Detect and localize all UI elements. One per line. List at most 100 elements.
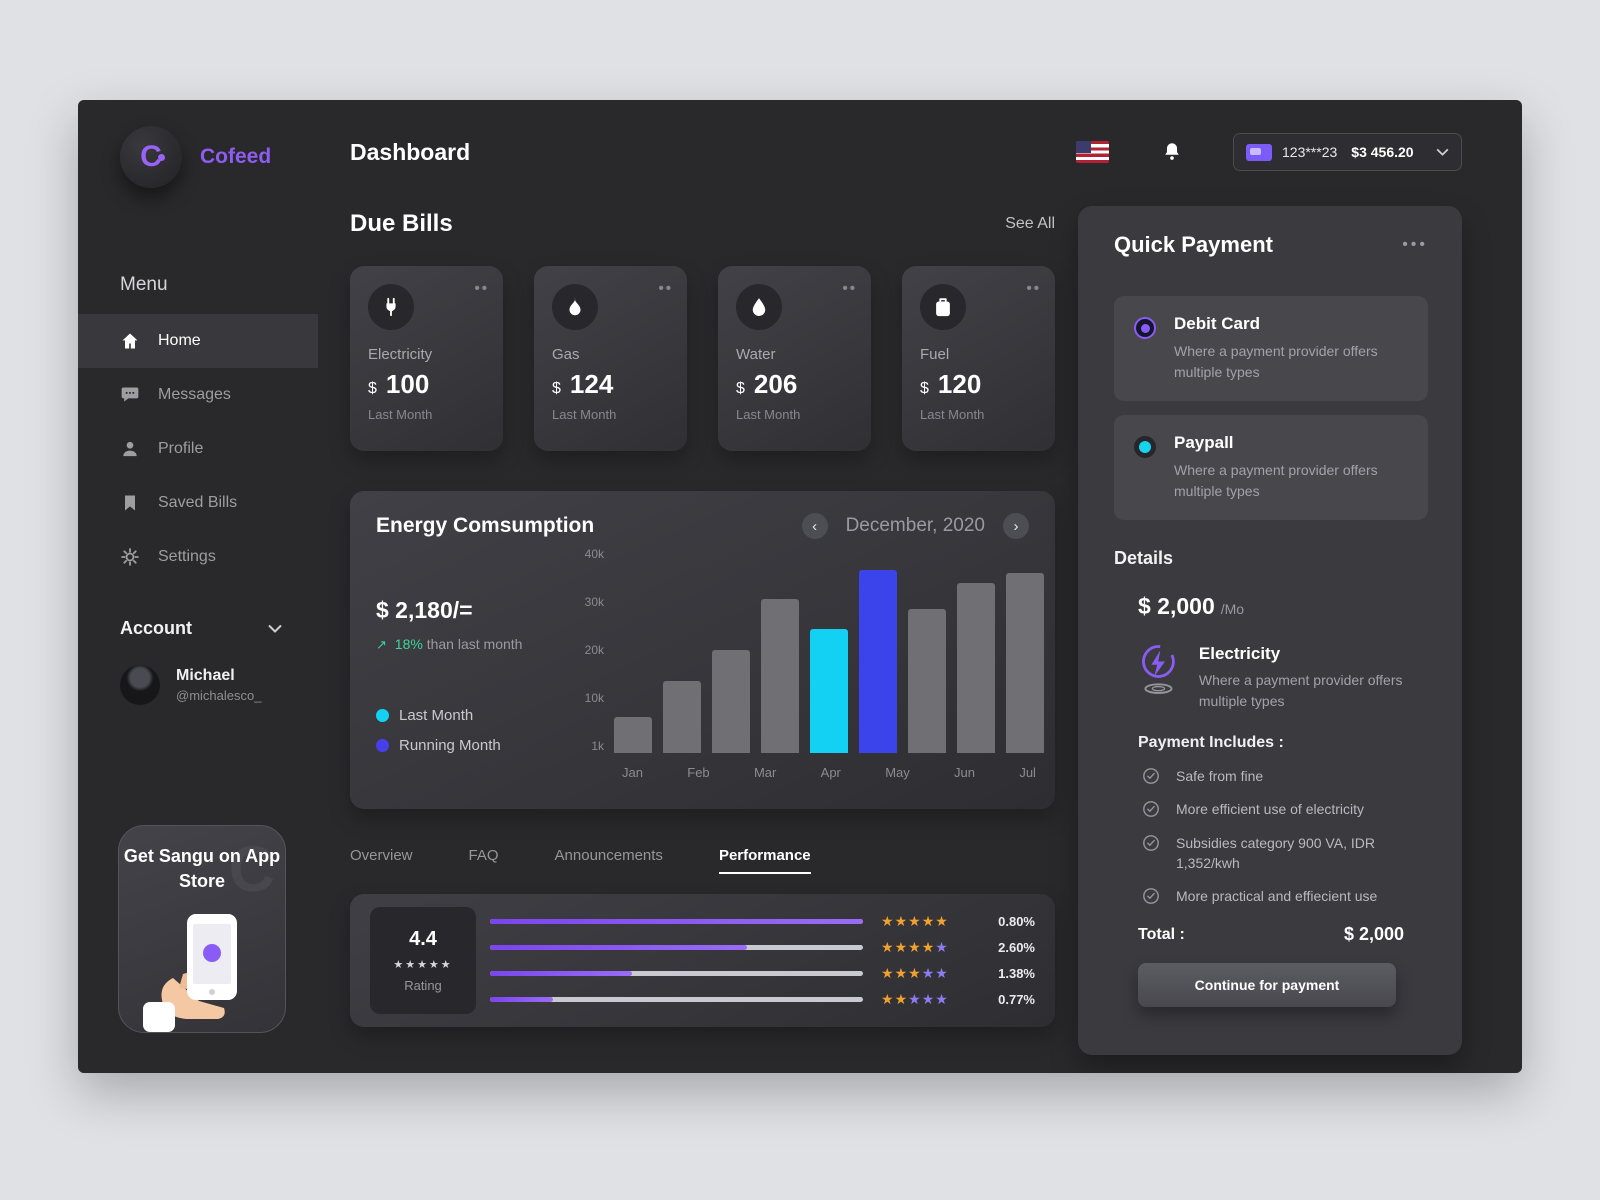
chart-bar bbox=[614, 716, 652, 753]
includes-item: Safe from fine bbox=[1142, 766, 1428, 786]
continue-payment-button[interactable]: Continue for payment bbox=[1138, 963, 1396, 1008]
bill-card-fuel[interactable]: •• Fuel $ 120 Last Month bbox=[902, 266, 1055, 451]
chat-icon bbox=[121, 387, 139, 402]
payment-option-debit-card[interactable]: Debit Card Where a payment provider offe… bbox=[1114, 296, 1428, 401]
bell-icon[interactable] bbox=[1161, 140, 1183, 164]
sidebar-item-profile[interactable]: Profile bbox=[78, 422, 318, 476]
card-number: 123***23 bbox=[1282, 144, 1338, 160]
tab-faq[interactable]: FAQ bbox=[468, 847, 499, 864]
chart-y-axis: 40k 30k 20k 10k 1k bbox=[568, 547, 610, 753]
due-bills-title: Due Bills bbox=[350, 210, 453, 237]
brand-logo[interactable]: C Cofeed bbox=[120, 126, 318, 188]
progress-fill bbox=[490, 997, 554, 1002]
app-store-promo-card[interactable]: C Get Sangu on App Store bbox=[118, 825, 286, 1033]
credit-card-icon bbox=[1246, 143, 1272, 161]
radio-icon[interactable] bbox=[1134, 436, 1156, 458]
sidebar-item-messages[interactable]: Messages bbox=[78, 368, 318, 422]
service-name: Electricity bbox=[1198, 644, 1281, 663]
due-bills-header: Due Bills See All bbox=[350, 210, 1055, 238]
star-icon: ★ bbox=[881, 991, 895, 1007]
star-icon: ★ bbox=[881, 939, 895, 955]
card-selector[interactable]: 123***23 $3 456.20 bbox=[1233, 133, 1462, 171]
x-tick: May bbox=[885, 765, 910, 780]
rating-box: 4.4 ★★★★★ Rating bbox=[370, 907, 476, 1014]
chart-delta: ↗ 18% than last month bbox=[376, 636, 523, 652]
progress-track bbox=[490, 945, 863, 950]
sidebar-item-settings[interactable]: Settings bbox=[78, 530, 318, 584]
payment-option-paypall[interactable]: Paypall Where a payment provider offers … bbox=[1114, 415, 1428, 520]
radio-selected-icon[interactable] bbox=[1134, 317, 1156, 339]
chevron-down-icon bbox=[1436, 148, 1449, 156]
sidebar-item-label: Messages bbox=[158, 386, 231, 403]
chart-x-axis: Jan Feb Mar Apr May Jun Jul bbox=[610, 765, 1044, 780]
star-icon: ★ bbox=[935, 991, 949, 1007]
sidebar: C Cofeed Menu Home Messages Profile Save… bbox=[78, 100, 318, 1073]
sidebar-item-home[interactable]: Home bbox=[78, 314, 318, 368]
row-percent: 1.38% bbox=[998, 966, 1035, 981]
chart-amount: $ 2,180/= bbox=[376, 597, 473, 623]
legend-dot bbox=[376, 739, 389, 752]
chevron-right-icon[interactable]: › bbox=[1003, 513, 1029, 539]
bill-amount: 120 bbox=[937, 369, 982, 399]
more-dots-icon[interactable]: •• bbox=[842, 280, 857, 297]
chart-bar bbox=[1006, 572, 1044, 753]
circle-check-icon bbox=[1143, 801, 1159, 818]
tab-performance[interactable]: Performance bbox=[718, 847, 811, 874]
promo-watermark: C bbox=[228, 833, 275, 905]
x-tick: Apr bbox=[820, 765, 841, 780]
star-icon: ★ bbox=[894, 965, 909, 981]
tab-announcements[interactable]: Announcements bbox=[554, 847, 663, 864]
energy-consumption-card: Energy Comsumption ‹ December, 2020 › $ … bbox=[350, 491, 1055, 809]
chart-bar bbox=[908, 608, 946, 753]
gear-icon bbox=[121, 548, 139, 566]
circle-check-icon bbox=[1143, 834, 1159, 851]
bill-currency: $ bbox=[552, 380, 561, 397]
user-handle: @michalesco_ bbox=[176, 688, 262, 703]
x-tick: Mar bbox=[753, 765, 777, 780]
user-name: Michael bbox=[176, 667, 235, 684]
service-desc: Where a payment provider offers multiple… bbox=[1198, 672, 1403, 709]
option-name: Paypall bbox=[1174, 433, 1234, 452]
rating-score: 4.4 bbox=[409, 928, 437, 950]
bill-label: Fuel bbox=[920, 346, 950, 363]
details-heading: Details bbox=[1114, 548, 1174, 568]
sidebar-item-label: Saved Bills bbox=[158, 494, 238, 511]
bill-label: Gas bbox=[552, 346, 580, 363]
progress-fill bbox=[490, 971, 632, 976]
trend-up-icon: ↗ bbox=[376, 637, 387, 652]
performance-rows: ★★★★★ 0.80% ★★★★★ 2.60% ★★★★★ 1.38% ★★★★★ 0.77% bbox=[490, 907, 1035, 1014]
us-flag-icon[interactable] bbox=[1076, 141, 1109, 163]
account-toggle[interactable]: Account bbox=[120, 618, 282, 639]
chevron-left-icon[interactable]: ‹ bbox=[801, 513, 828, 539]
chart-bar bbox=[810, 629, 848, 753]
x-tick: Jun bbox=[954, 765, 976, 780]
x-tick: Jan bbox=[622, 765, 643, 780]
row-star-rating: ★★★★★ bbox=[881, 913, 985, 930]
more-dots-icon[interactable]: •• bbox=[1026, 280, 1041, 297]
legend-item: Last Month bbox=[376, 707, 568, 724]
water-drop-icon bbox=[736, 284, 782, 330]
see-all-link[interactable]: See All bbox=[1005, 215, 1055, 232]
bill-card-electricity[interactable]: •• Electricity $ 100 Last Month bbox=[350, 266, 503, 451]
option-name: Debit Card bbox=[1174, 314, 1260, 333]
option-desc: Where a payment provider offers multiple… bbox=[1174, 343, 1378, 380]
row-percent: 0.77% bbox=[998, 992, 1035, 1007]
includes-item: More efficient use of electricity bbox=[1142, 799, 1428, 819]
sidebar-item-saved-bills[interactable]: Saved Bills bbox=[78, 476, 318, 530]
content-tabs: Overview FAQ Announcements Performance bbox=[350, 847, 1055, 874]
row-star-rating: ★★★★★ bbox=[881, 939, 985, 956]
bill-card-gas[interactable]: •• Gas $ 124 Last Month bbox=[534, 266, 687, 451]
star-icon: ★ bbox=[894, 913, 909, 929]
bill-card-water[interactable]: •• Water $ 206 Last Month bbox=[718, 266, 871, 451]
row-star-rating: ★★★★★ bbox=[881, 991, 985, 1008]
user-profile[interactable]: Michael @michalesco_ bbox=[120, 665, 318, 705]
circle-check-icon bbox=[1143, 768, 1159, 784]
menu-heading: Menu bbox=[120, 274, 168, 295]
y-tick: 20k bbox=[584, 643, 604, 657]
more-dots-icon[interactable]: ••• bbox=[1402, 236, 1428, 253]
bill-period: Last Month bbox=[552, 407, 617, 422]
tab-overview[interactable]: Overview bbox=[350, 847, 413, 864]
more-dots-icon[interactable]: •• bbox=[474, 280, 489, 297]
power-plug-icon bbox=[368, 284, 414, 330]
more-dots-icon[interactable]: •• bbox=[658, 280, 673, 297]
